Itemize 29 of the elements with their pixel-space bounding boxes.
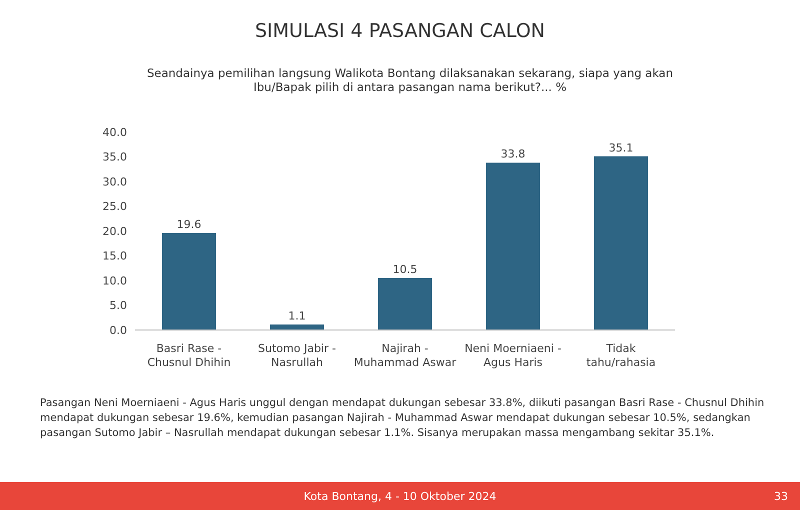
y-tick-label: 35.0 (102, 150, 127, 164)
x-tick-label: Basri Rase - Chusnul Dhihin (147, 342, 231, 369)
bar (486, 162, 540, 330)
data-label: 10.5 (392, 263, 418, 276)
y-tick-label: 40.0 (102, 126, 127, 139)
y-tick-label: 30.0 (102, 175, 127, 188)
data-label: 19.6 (176, 218, 202, 231)
x-tick-label: Neni Moerniaeni - Agus Haris (464, 342, 562, 369)
bar (594, 156, 648, 330)
y-tick-label: 20.0 (102, 224, 127, 238)
chart-subtitle: Seandainya pemilihan langsung Walikota Bontang dilaksanakan sekarang, siapa yang akan Ibu/Bapak pilih di antara pasangan nama berikut?... % (146, 66, 674, 94)
bar (162, 232, 216, 330)
bar (378, 278, 432, 330)
x-tick-label: Sutomo Jabir - Nasrullah (258, 342, 336, 369)
text: Kota Bontang, 4 - 10 Oktober 2024 (304, 490, 496, 503)
text: Pasangan Neni Moerniaeni - Agus Haris unggul dengan mendapat dukungan sebesar 33.8%, diikuti pasangan Basri Rase - Chusnul Dhihin mendapat dukungan sebesar 19.6%, kemudian pasangan Najirah - Muhammad Aswar mendapat dukungan sebesar 10.5%, sedangkan pasangan Sutomo Jabir – Nasrullah mendapat dukungan sebesar 1.1%. Sisanya merupakan massa mengambang sekitar 35.1%. (40, 396, 766, 441)
y-tick-label: 5.0 (110, 299, 127, 312)
y-tick-label: 10.0 (102, 274, 127, 288)
data-label: 1.1 (288, 310, 306, 323)
x-tick-label: Tidak tahu/rahasia (586, 342, 656, 369)
bar (270, 324, 324, 330)
data-label: 33.8 (500, 148, 526, 161)
text: 33 (774, 490, 788, 503)
x-tick-label: Najirah - Muhammad Aswar (354, 342, 457, 369)
y-tick-label: 15.0 (102, 250, 127, 263)
y-tick-label: 0.0 (110, 324, 127, 337)
y-tick-label: 25.0 (102, 200, 127, 214)
chart-title: SIMULASI 4 PASANGAN CALON (254, 20, 546, 42)
data-label: 35.1 (608, 141, 634, 154)
